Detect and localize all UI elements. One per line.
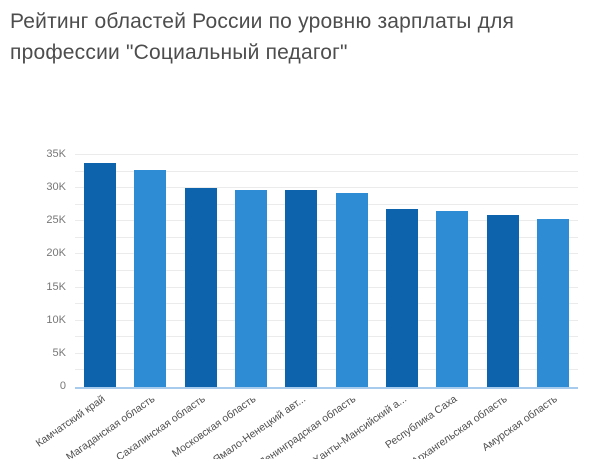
x-axis-label: Московская область (169, 393, 258, 459)
bar[interactable] (285, 190, 318, 387)
bar[interactable] (486, 215, 519, 387)
bars-container (75, 155, 578, 387)
bar[interactable] (536, 219, 569, 387)
x-axis-label: Магаданская область (64, 393, 158, 459)
gridline (75, 236, 578, 238)
bar[interactable] (235, 190, 268, 387)
y-axis-labels: 0 5K 10K 15K 20K 25K 30K 35K (0, 148, 66, 392)
y-axis-label: 25K (46, 214, 66, 227)
bar[interactable] (385, 208, 418, 387)
x-axis-label: Сахалинская область (114, 393, 208, 459)
gridline (75, 253, 578, 255)
gridline (75, 220, 578, 222)
bar[interactable] (184, 188, 217, 387)
bar-chart: 0 5K 10K 15K 20K 25K 30K 35K Камчатский край Маг… (0, 130, 602, 459)
gridline (75, 352, 578, 354)
y-axis-label: 20K (46, 247, 66, 260)
bar[interactable] (84, 162, 117, 387)
y-axis-label: 15K (46, 280, 66, 293)
y-axis-label: 10K (46, 313, 66, 326)
y-axis-label: 30K (46, 181, 66, 194)
bar[interactable] (436, 210, 469, 387)
bar[interactable] (134, 169, 167, 387)
x-axis-label: Ямало-Ненецкий авт... (211, 393, 309, 459)
bar[interactable] (335, 192, 368, 387)
y-axis-label: 0 (59, 380, 66, 392)
gridline (75, 303, 578, 305)
y-axis-label: 5K (52, 346, 66, 359)
gridline (75, 170, 578, 172)
x-axis-line (75, 387, 578, 389)
gridline (75, 203, 578, 205)
gridline (75, 369, 578, 371)
gridline (75, 319, 578, 321)
gridline (75, 154, 578, 155)
chart-title: Рейтинг областей России по уровню зарпла… (10, 10, 515, 64)
plot-area (75, 154, 578, 389)
x-axis-labels: Камчатский край Магаданская область Сахали… (33, 391, 578, 459)
gridline (75, 286, 578, 288)
gridline (75, 336, 578, 338)
x-axis-label: Ханты-Мансийский а... (310, 393, 409, 459)
gridline (75, 187, 578, 189)
gridline (75, 270, 578, 271)
y-axis-label: 35K (46, 148, 66, 160)
